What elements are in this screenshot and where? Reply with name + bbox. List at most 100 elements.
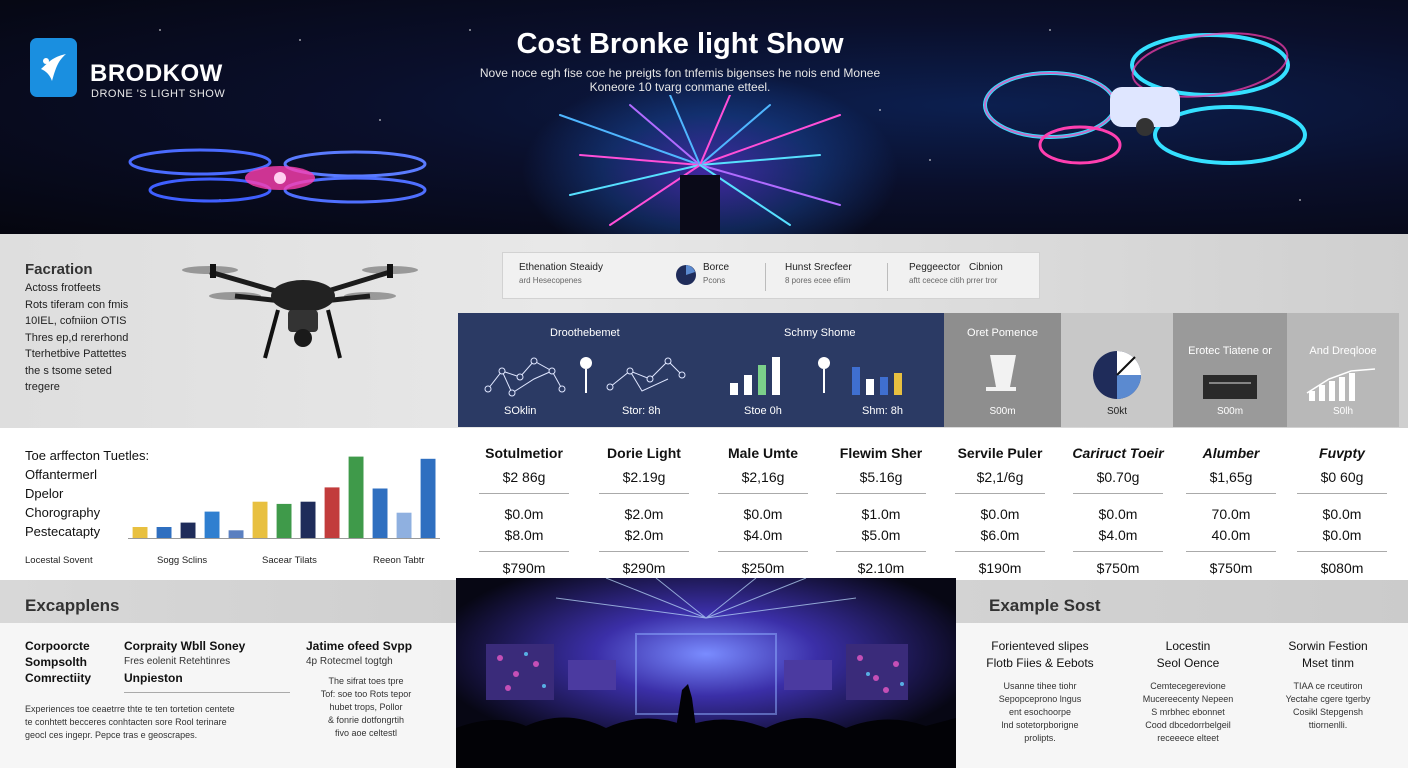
detail-line: ttiornenlli. [1308, 720, 1348, 730]
stat-item: Hunst Srecfeer 8 pores ecee efiim [785, 262, 852, 285]
axis-label: Locestal Sovent [25, 555, 93, 566]
features-line: the s tsome seted [25, 364, 112, 377]
stat-card: Erotec Tiatene or S00m [1173, 313, 1287, 427]
chart-bar [180, 522, 196, 538]
example-sost-block: Locestin Seol Oence Cemtecegerevione Muc… [1126, 638, 1250, 745]
example-sub: Fres eolenit Retehtinres [124, 656, 231, 667]
divider [1297, 493, 1387, 494]
pricing-column: Cariruct Toeir $0.70g $0.0m $4.0m $750m [1068, 445, 1168, 576]
divider [836, 551, 926, 552]
pricing-header: Servile Puler [957, 445, 1043, 461]
block-detail: Cemtecegerevione Mucereecenty Nepeen S m… [1126, 680, 1250, 745]
features-line: Actoss frotfeets [25, 282, 101, 294]
detail-line: ent esochoorpe [1008, 707, 1072, 717]
pricing-value: $2.0m [624, 527, 664, 543]
light-burst-graphic [559, 95, 841, 234]
pricing-column: Fuvpty $0 60g $0.0m $0.0m $080m [1292, 445, 1392, 576]
pricing-section [0, 428, 1408, 580]
example-detail-line: & fonrie dotfongrtih [327, 715, 405, 725]
concert-photo [456, 578, 956, 768]
hero-description-line: Koneore 10 tvarg conmane etteel. [589, 80, 771, 94]
pricing-header: Alumber [1202, 445, 1260, 461]
detail-line: Cemtecegerevione [1150, 681, 1226, 691]
pricing-value: $5.0m [861, 527, 901, 543]
example-line: Comrectiity [25, 671, 92, 685]
block-title: Locestin [1165, 639, 1211, 653]
divider [479, 551, 569, 552]
chart-side-label: Offantermerl [25, 467, 98, 482]
box-icon [1203, 375, 1257, 399]
detail-line: prolipts. [1024, 733, 1056, 743]
pricing-value: $4.0m [743, 527, 783, 543]
example-line: Sompsolth [25, 655, 87, 669]
pricing-column: Male Umte $2,16g $0.0m $4.0m $250m [713, 445, 813, 576]
stat-card: And Dreqlooe S0lh [1287, 313, 1399, 427]
pricing-value: $1.0m [861, 506, 901, 522]
features-line: Thres ep,d rererhond [25, 331, 129, 344]
pricing-value: $2,16g [741, 469, 785, 485]
example-heading: Corpraity Wbll Soney [124, 639, 246, 653]
example-detail-line: fivo aoe celtestl [334, 728, 398, 738]
detail-line: S mrbhec ebonnet [1151, 707, 1225, 717]
hero-description-line: Nove noce egh fise coe he preigts fon tn… [479, 66, 881, 80]
divider [1186, 493, 1276, 494]
examples-left-title: Excapplens [25, 596, 120, 615]
brand-logo[interactable] [30, 38, 77, 97]
glowing-drone-left [128, 148, 427, 204]
block-title: Seol Oence [1156, 656, 1220, 670]
examples-left-header [0, 580, 456, 623]
detail-line: receeece elteet [1157, 733, 1219, 743]
pricing-column: Servile Puler $2,1/6g $0.0m $6.0m $190m [950, 445, 1050, 576]
axis-label: Sacear Tilats [262, 555, 317, 566]
divider [1073, 551, 1163, 552]
detail-line: TIAA ce rceutiron [1293, 681, 1363, 691]
stat-sub: 8 pores ecee efiim [785, 276, 851, 285]
detail-line: Cosikl Stepgensh [1292, 707, 1364, 717]
example-block: Corpraity Wbll Soney Fres eolenit Reteht… [124, 638, 245, 686]
card-value: S00m [1216, 406, 1244, 417]
card-value: S00m [989, 406, 1016, 417]
chart-bar [372, 488, 388, 538]
pricing-header: Flewim Sher [839, 445, 923, 461]
stat-item: Ethenation Steaidy ard Hesecopenes [519, 262, 603, 285]
pricing-value: $190m [978, 560, 1022, 576]
example-line: Unpieston [124, 671, 183, 685]
pricing-value: $790m [502, 560, 546, 576]
bar-chart [132, 456, 436, 538]
pricing-value: $2.10m [857, 560, 905, 576]
pricing-column: Dorie Light $2.19g $2.0m $2.0m $290m [594, 445, 694, 576]
pricing-value: $8.0m [504, 527, 544, 543]
pricing-value: 70.0m [1211, 506, 1251, 522]
pricing-value: $2 86g [502, 469, 546, 485]
features-line: Rots tiferam con fmis [25, 298, 129, 311]
concert-stage-graphic [456, 578, 956, 768]
bar-chart-icon [730, 357, 902, 395]
pricing-value: $0.0m [743, 506, 783, 522]
stat-label: Ethenation Steaidy [519, 262, 603, 273]
footnote-line: Experiences toe ceaetrre thte te ten tor… [25, 704, 235, 714]
detail-line: lnd sotetorpborigne [1001, 720, 1079, 730]
block-title: Forienteved slipes [991, 639, 1089, 653]
example-details: The sifrat toes tpre Tof: soe too Rots t… [310, 675, 422, 740]
pricing-header: Male Umte [727, 445, 799, 461]
pricing-header: Sotulmetior [485, 445, 563, 461]
footnote-line: te conhtett becceres conhtacten sore Roo… [25, 717, 227, 727]
chart-bar [132, 527, 148, 538]
pricing-value: $1,65g [1209, 469, 1253, 485]
divider [955, 551, 1045, 552]
chart-side-label: Pestecatapty [25, 524, 101, 539]
detail-line: Sepopceprono lngus [998, 694, 1082, 704]
divider [1186, 551, 1276, 552]
divider [955, 493, 1045, 494]
card-value: S0lh [1332, 406, 1353, 417]
pricing-value: $6.0m [980, 527, 1020, 543]
pricing-value: $0.0m [1322, 506, 1362, 522]
features-line: Tterhetbive Pattettes [25, 348, 127, 360]
pricing-value: $250m [741, 560, 785, 576]
block-detail: Usanne tihee tiohr Sepopceprono lngus en… [978, 680, 1102, 745]
brand-tagline: DRONE 'S LIGHT SHOW [91, 88, 226, 100]
chart-bar [348, 456, 364, 538]
pricing-value: $0.0m [1098, 506, 1138, 522]
stat-label: Borce [703, 262, 730, 273]
pricing-value: $2,1/6g [976, 469, 1024, 485]
